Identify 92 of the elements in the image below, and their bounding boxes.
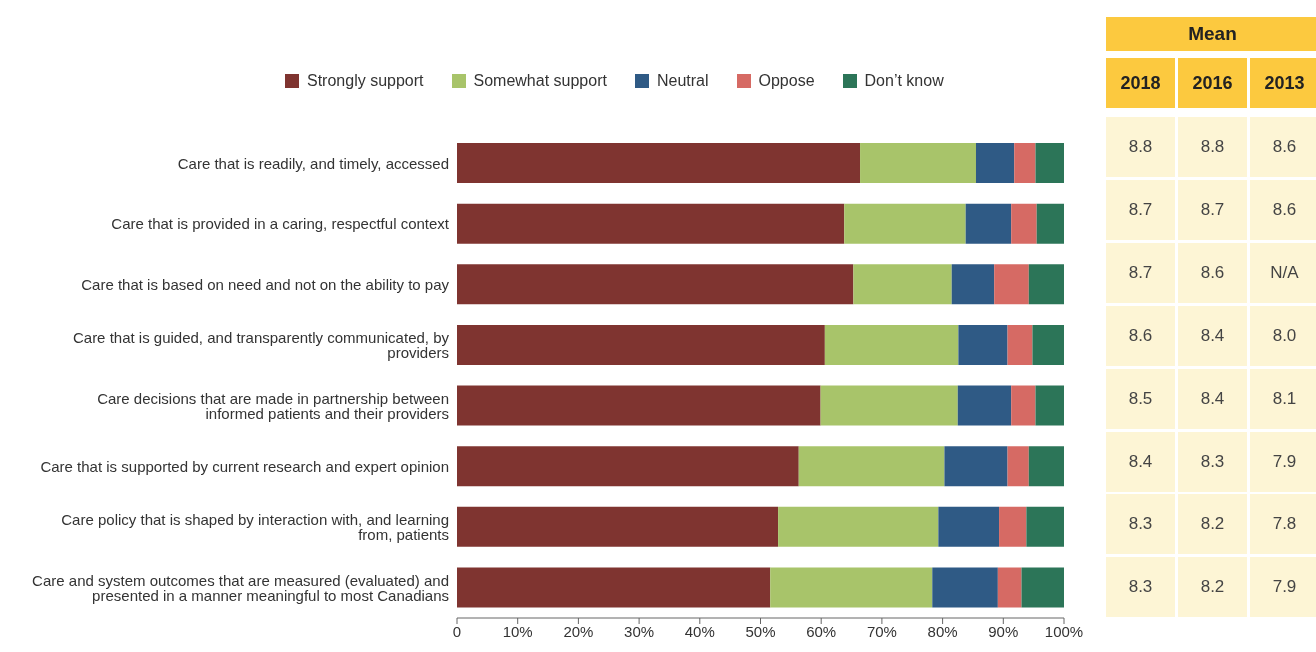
data-label: 8.5 (1106, 368, 1175, 429)
x-tick-label: 30% (624, 622, 655, 640)
bar (999, 506, 1027, 547)
bar (965, 203, 1012, 244)
legend-label: Strongly support (306, 72, 424, 90)
bar (457, 567, 771, 608)
legend-label: Oppose (757, 72, 815, 90)
x-tick-label: 0 (452, 622, 462, 640)
data-label: 8.3 (1106, 494, 1175, 555)
bar (844, 203, 966, 244)
bar (1028, 446, 1064, 487)
bar (1011, 385, 1036, 426)
x-tick-label: 2013 (1250, 58, 1316, 108)
data-label: 8.3 (1106, 557, 1175, 618)
bar (1035, 385, 1064, 426)
y-tick-label: Care that is based on need and not on the ability to pay (81, 275, 450, 293)
bar (1014, 143, 1036, 183)
x-tick-label: 60% (806, 622, 837, 640)
data-label: 8.4 (1178, 305, 1247, 366)
data-label: 8.7 (1178, 179, 1247, 240)
bar (938, 506, 1000, 547)
bar (994, 264, 1029, 305)
y-tick-label: Care that is supported by current research and expert opinion (40, 457, 449, 475)
bar (457, 264, 854, 305)
x-tick-label: 70% (866, 622, 897, 640)
bar (457, 385, 821, 426)
data-label: 8.0 (1250, 305, 1316, 366)
data-label: 8.7 (1106, 242, 1175, 303)
legend-label: Neutral (655, 72, 709, 90)
data-label: 8.4 (1106, 431, 1175, 492)
data-label: 7.9 (1250, 557, 1316, 618)
bar (778, 506, 939, 547)
bar (457, 506, 779, 547)
bar (1011, 203, 1037, 244)
x-tick-label: 90% (988, 622, 1019, 640)
y-tick-label: Care that is guided, and transparently communicated, by providers (72, 329, 450, 362)
x-tick-label: 80% (927, 622, 958, 640)
bar (1007, 324, 1033, 365)
bar (798, 446, 945, 487)
data-label: 8.1 (1250, 368, 1316, 429)
bar (997, 567, 1022, 608)
bar (944, 446, 1008, 487)
legend-label: Somewhat support (472, 72, 607, 90)
bar (770, 567, 933, 608)
data-label: 8.4 (1178, 368, 1247, 429)
bar (457, 446, 799, 487)
bar (975, 143, 1015, 183)
y-tick-label: Care policy that is shaped by interaction with, and learning from, patients (61, 510, 449, 543)
data-label: 8.6 (1106, 305, 1175, 366)
bar (1007, 446, 1029, 487)
bar (951, 264, 995, 305)
y-tick-label: Care decisions that are made in partnership between informed patients and their providers (97, 389, 449, 422)
bar (860, 143, 976, 183)
bar (1032, 324, 1064, 365)
data-label: 8.2 (1178, 494, 1247, 555)
bar (957, 385, 1012, 426)
x-tick-label: 50% (745, 622, 776, 640)
bar (1021, 567, 1064, 608)
bar (932, 567, 998, 608)
bar (1035, 143, 1064, 183)
data-label: 8.8 (1106, 117, 1175, 177)
y-tick-label: Care that is readily, and timely, accessed (177, 154, 449, 172)
data-label: 7.9 (1250, 431, 1316, 492)
bar (457, 143, 861, 183)
data-label: 8.6 (1178, 242, 1247, 303)
bar (958, 324, 1008, 365)
bar (824, 324, 959, 365)
chart-title: Mean (1106, 17, 1316, 51)
data-label: 8.6 (1250, 179, 1316, 240)
x-tick-label: 40% (684, 622, 715, 640)
legend-label: Don’t know (863, 72, 944, 90)
bar (1036, 203, 1064, 244)
data-label: 7.8 (1250, 494, 1316, 555)
data-label: 8.7 (1106, 179, 1175, 240)
data-label: 8.2 (1178, 557, 1247, 618)
x-tick-label: 2016 (1178, 58, 1247, 108)
y-tick-label: Care and system outcomes that are measured (evaluated) and presented in a manner meaningful to most Canadians (32, 571, 449, 604)
x-tick-label: 100% (1044, 622, 1084, 640)
bar (853, 264, 952, 305)
data-label: 8.3 (1178, 431, 1247, 492)
bar (820, 385, 958, 426)
data-label: 8.8 (1178, 117, 1247, 177)
y-tick-label: Care that is provided in a caring, respectful context (111, 215, 450, 233)
bar (1026, 506, 1064, 547)
x-tick-label: 10% (502, 622, 533, 640)
text: N/A (1270, 262, 1299, 282)
bar (1028, 264, 1064, 305)
x-tick-label: 2018 (1106, 58, 1175, 108)
data-label: 8.6 (1250, 117, 1316, 177)
x-tick-label: 20% (563, 622, 594, 640)
bar (457, 324, 825, 365)
bar (457, 203, 845, 244)
